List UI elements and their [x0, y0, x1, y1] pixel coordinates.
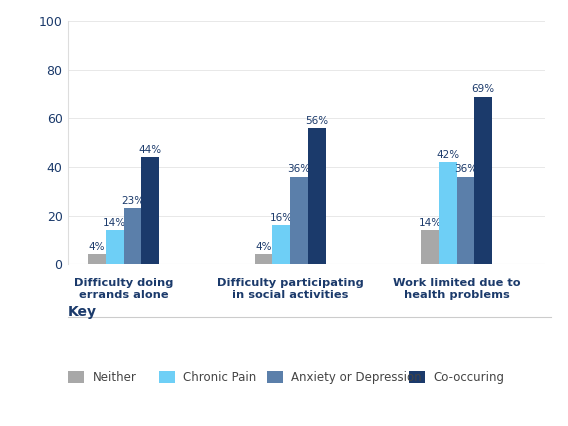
Text: Neither: Neither [93, 371, 136, 383]
Text: 69%: 69% [471, 84, 495, 94]
Text: Chronic Pain: Chronic Pain [183, 371, 257, 383]
Bar [141, 157, 159, 264]
Bar [290, 177, 308, 264]
Bar [457, 177, 474, 264]
Text: 4%: 4% [255, 242, 272, 252]
Bar [421, 230, 438, 264]
Bar [438, 162, 457, 264]
Text: Anxiety or Depression: Anxiety or Depression [291, 371, 422, 383]
Text: 14%: 14% [418, 218, 441, 227]
Bar [88, 254, 106, 264]
Text: Key: Key [68, 305, 97, 319]
Bar [272, 225, 290, 264]
Text: 36%: 36% [287, 164, 311, 174]
Text: Co-occuring: Co-occuring [433, 371, 504, 383]
Bar [106, 230, 124, 264]
Bar [254, 254, 272, 264]
Text: 14%: 14% [103, 218, 126, 227]
Bar [124, 208, 141, 264]
Text: 42%: 42% [436, 150, 459, 160]
Text: 4%: 4% [89, 242, 105, 252]
Text: 36%: 36% [454, 164, 477, 174]
Text: 56%: 56% [305, 116, 328, 126]
Text: 23%: 23% [121, 196, 144, 206]
Text: 44%: 44% [139, 145, 162, 155]
Bar [308, 128, 325, 264]
Text: 16%: 16% [270, 213, 293, 223]
Bar [474, 97, 492, 264]
